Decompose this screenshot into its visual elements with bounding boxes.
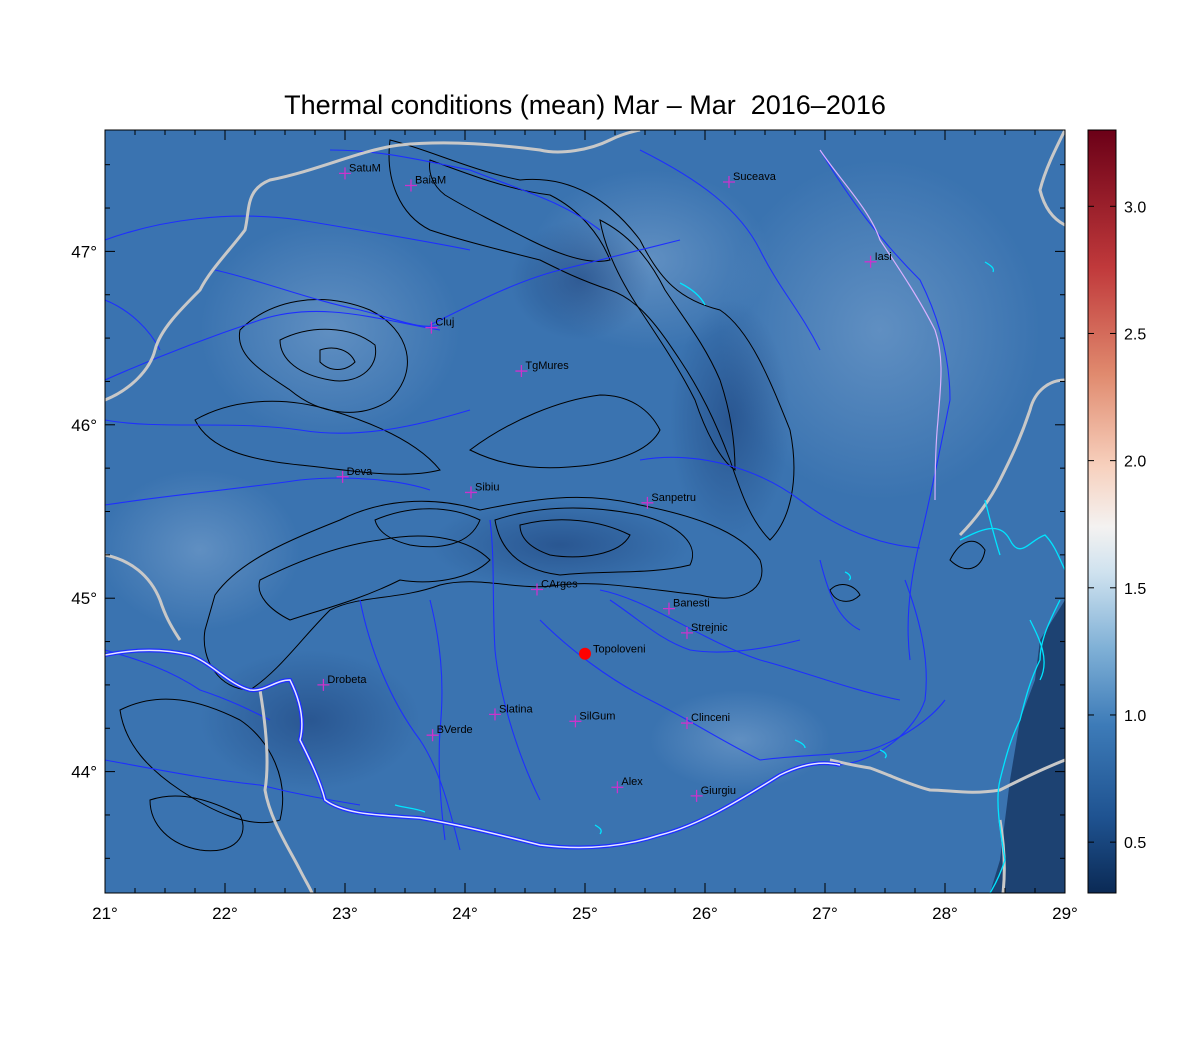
city-label: Sibiu <box>475 481 499 493</box>
city-sanpetru: Sanpetru <box>641 492 696 509</box>
light-patch <box>200 220 460 440</box>
city-label: Clinceni <box>691 712 730 724</box>
colorbar-tick-label: 0.5 <box>1124 835 1146 852</box>
city-label: Giurgiu <box>701 785 736 797</box>
city-slatina: Slatina <box>489 703 534 721</box>
city-label: Sanpetru <box>651 492 696 504</box>
black-sea <box>990 600 1065 893</box>
city-marker-icon <box>690 789 703 802</box>
colorbar-tick-label: 1.5 <box>1124 581 1146 598</box>
city-bverde: BVerde <box>426 724 473 742</box>
y-tick-label: 47° <box>71 242 97 261</box>
city-marker-icon <box>405 179 417 192</box>
x-tick-label: 21° <box>92 904 118 923</box>
highlight-layer: Topoloveni <box>579 644 646 660</box>
x-tick-label: 28° <box>932 904 958 923</box>
highlight-city-label: Topoloveni <box>593 644 646 656</box>
city-deva: Deva <box>336 466 374 483</box>
rivers <box>105 149 951 851</box>
city-label: Drobeta <box>327 674 367 686</box>
city-satum: SatuM <box>339 162 381 180</box>
light-patch <box>720 160 1040 500</box>
city-marker-icon <box>663 602 675 615</box>
city-marker-icon <box>641 496 654 509</box>
city-marker-icon <box>336 470 349 483</box>
colorbar-tick-label: 2.0 <box>1124 454 1146 471</box>
city-marker-icon <box>611 781 624 794</box>
x-tick-label: 22° <box>212 904 238 923</box>
city-label: Deva <box>347 466 374 478</box>
city-label: CArges <box>541 579 578 591</box>
city-cluj: Cluj <box>425 317 454 334</box>
city-label: SilGum <box>579 710 615 722</box>
city-label: Alex <box>621 776 643 788</box>
x-tick-label: 26° <box>692 904 718 923</box>
city-label: Suceava <box>733 171 777 183</box>
city-label: BVerde <box>437 724 473 736</box>
colorbar-ticks: 0.5 1.0 1.5 2.0 2.5 3.0 <box>1088 199 1146 852</box>
city-label: TgMures <box>525 360 569 372</box>
city-marker-icon <box>531 583 543 596</box>
elevation-contours <box>119 139 986 852</box>
city-marker-icon <box>569 715 582 728</box>
danube-border <box>105 149 942 850</box>
city-drobeta: Drobeta <box>317 674 367 691</box>
y-tick-label: 44° <box>71 763 97 782</box>
city-giurgiu: Giurgiu <box>690 785 736 802</box>
colorbar-tick-label: 2.5 <box>1124 326 1146 343</box>
city-marker-icon <box>681 626 693 639</box>
x-tick-label: 24° <box>452 904 478 923</box>
dark-patch <box>510 220 650 340</box>
city-label: Slatina <box>499 703 534 715</box>
city-strejnic: Strejnic <box>681 622 728 639</box>
city-clinceni: Clinceni <box>681 712 730 730</box>
city-marker-icon <box>426 729 439 742</box>
city-marker-icon <box>317 678 330 691</box>
map-title: Thermal conditions (mean) Mar – Mar 2016… <box>284 90 886 120</box>
x-tick-label: 29° <box>1052 904 1078 923</box>
axis-ticks: 21° 22° 23° 24° 25° 26° 27° 28° 29° 44° 45° 46° 47° <box>71 130 1078 923</box>
colorbar-tick-label: 3.0 <box>1124 199 1146 216</box>
dark-patch <box>200 650 420 790</box>
city-marker-icon <box>515 365 528 378</box>
city-tgmures: TgMures <box>515 360 569 378</box>
city-label: SatuM <box>349 162 381 174</box>
dark-patch <box>430 500 690 590</box>
city-label: Strejnic <box>691 622 728 634</box>
city-banesti: Banesti <box>663 598 710 615</box>
light-patch <box>650 690 830 790</box>
country-borders <box>105 130 1065 893</box>
city-label: Banesti <box>673 598 710 610</box>
coastline <box>394 261 1065 893</box>
city-label: Cluj <box>435 317 454 329</box>
city-marker-icon <box>465 486 477 499</box>
city-marker-icon <box>425 321 438 334</box>
city-marker-icon <box>864 255 877 268</box>
city-iasi: Iasi <box>864 251 892 268</box>
city-suceava: Suceava <box>723 171 777 189</box>
x-tick-label: 25° <box>572 904 598 923</box>
city-label: Iasi <box>875 251 892 263</box>
highlight-city-dot <box>579 647 591 660</box>
y-tick-label: 45° <box>71 589 97 608</box>
city-marker-icon <box>339 167 351 180</box>
city-marker-icon <box>489 708 501 721</box>
city-silgum: SilGum <box>569 710 615 728</box>
city-label: BaiaM <box>415 174 446 186</box>
city-sibiu: Sibiu <box>465 481 499 499</box>
x-tick-label: 27° <box>812 904 838 923</box>
x-tick-label: 23° <box>332 904 358 923</box>
colorbar-gradient <box>1087 129 1117 894</box>
city-alex: Alex <box>611 776 643 794</box>
city-carges: CArges <box>531 579 578 596</box>
y-tick-label: 46° <box>71 416 97 435</box>
map-plot-area: SatuM BaiaM Suceava Iasi Cluj TgMures Deva Sibi… <box>105 130 1065 893</box>
colorbar: 0.5 1.0 1.5 2.0 2.5 3.0 <box>1087 129 1146 894</box>
city-marker-icon <box>681 717 693 730</box>
cities-layer: SatuM BaiaM Suceava Iasi Cluj TgMures Deva Sibi… <box>317 162 892 802</box>
city-baiam: BaiaM <box>405 174 446 192</box>
city-marker-icon <box>723 176 735 189</box>
colorbar-tick-label: 1.0 <box>1124 708 1146 725</box>
